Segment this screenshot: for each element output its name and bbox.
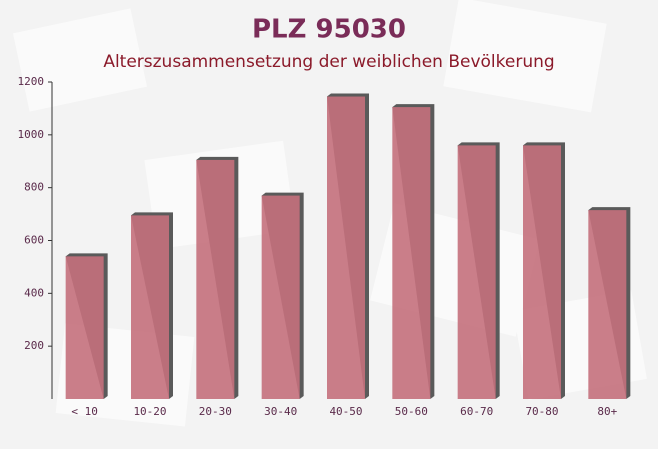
chart-title: PLZ 95030 [252,15,406,45]
bar [588,210,627,399]
y-tick-label: 800 [24,181,44,194]
y-tick-label: 200 [24,339,44,352]
x-tick-label: < 10 [71,405,98,418]
bar [261,195,300,399]
bar [457,145,496,399]
y-tick-label: 400 [24,286,44,299]
chart-subtitle: Alterszusammensetzung der weiblichen Bev… [103,52,554,72]
bar [392,107,431,400]
x-tick-label: 40-50 [329,405,362,418]
x-tick-label: 50-60 [395,405,428,418]
bar [131,215,169,399]
x-tick-label: 80+ [597,405,617,418]
y-tick-label: 1200 [18,75,45,88]
bar [196,159,235,399]
x-tick-label: 70-80 [525,405,558,418]
x-tick-label: 60-70 [460,405,493,418]
bar [327,96,365,399]
x-tick-label: 30-40 [264,405,297,418]
y-tick-label: 600 [24,234,44,247]
y-tick-label: 1000 [18,128,45,141]
x-tick-label: 10-20 [133,405,166,418]
bar [65,256,104,399]
x-tick-label: 20-30 [199,405,232,418]
bar [523,145,561,399]
